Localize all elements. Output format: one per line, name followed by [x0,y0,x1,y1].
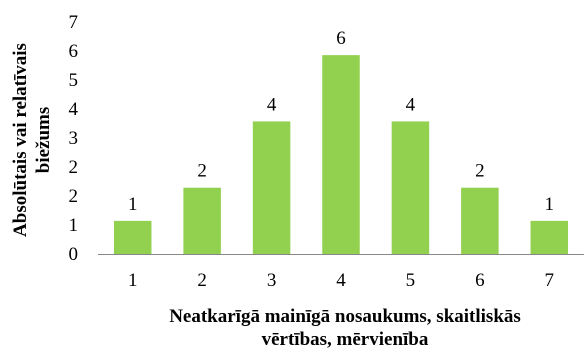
data-label: 4 [406,94,416,115]
y-tick-label: 1 [69,215,79,236]
x-tick-label: 3 [267,270,277,291]
bar [183,187,221,254]
data-label: 2 [475,161,485,182]
bars [113,55,569,255]
y-tick-label: 0 [69,244,79,265]
x-axis-title-line-2: vērtības, mērvienība [262,329,429,349]
x-tick-label: 1 [128,270,138,291]
y-tick-label: 3 [69,128,79,149]
y-tick-label: 7 [69,12,79,33]
x-tick-label: 6 [475,270,485,291]
y-axis-ticks: 0 1 2 2 3 4 5 6 7 [69,12,79,265]
y-axis-title-line-2: biežums [33,107,54,174]
data-labels: 1 2 4 6 4 2 1 [128,28,554,215]
y-tick-label: 5 [69,70,79,91]
bar [461,187,499,254]
data-label: 4 [267,94,277,115]
y-axis-title-line-1: Absolūtais vai relatīvais [10,43,31,237]
data-label: 6 [336,28,346,49]
data-label: 1 [545,194,555,215]
bar [252,121,291,254]
x-tick-label: 4 [336,270,346,291]
y-tick-label: 6 [69,41,79,62]
x-axis-ticks: 1 2 3 4 5 6 7 [128,270,554,291]
bar [530,220,569,254]
y-tick-label: 4 [69,99,79,120]
x-axis-title-line-1: Neatkarīgā mainīgā nosaukums, skaitliskā… [169,306,521,327]
x-tick-label: 7 [545,270,555,291]
x-tick-label: 2 [197,270,207,291]
y-tick-label: 2 [69,157,79,178]
bar [113,220,152,254]
bar [322,55,360,255]
x-tick-label: 5 [406,270,416,291]
data-label: 2 [197,161,207,182]
bar [391,121,430,254]
y-tick-label: 2 [69,186,79,207]
data-label: 1 [128,194,138,215]
